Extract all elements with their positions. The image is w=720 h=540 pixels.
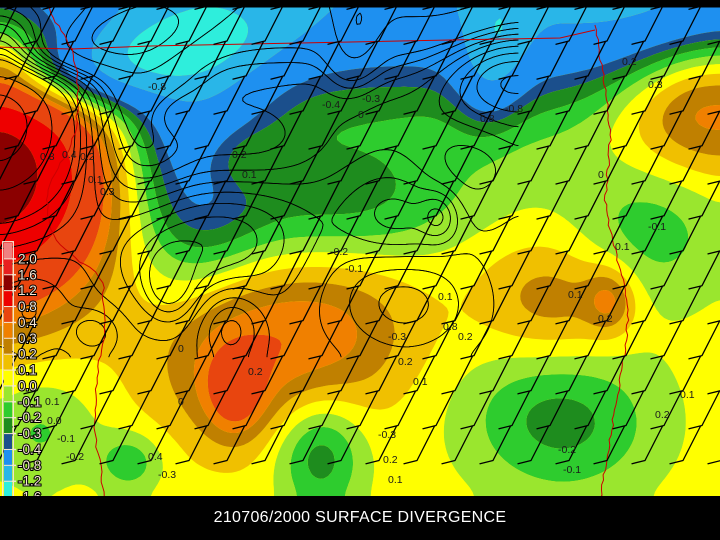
svg-text:-0.2: -0.2	[18, 410, 41, 425]
svg-text:-0.1: -0.1	[563, 464, 581, 476]
svg-text:0.1: 0.1	[680, 389, 695, 401]
svg-text:1.6: 1.6	[18, 267, 37, 282]
svg-text:-0.8: -0.8	[148, 81, 166, 93]
svg-text:1.2: 1.2	[18, 283, 37, 298]
svg-text:-0.1: -0.1	[345, 263, 363, 275]
svg-text:0.4: 0.4	[148, 451, 163, 463]
svg-text:-0.4: -0.4	[322, 99, 340, 111]
svg-text:-0.2: -0.2	[330, 246, 348, 258]
svg-text:0.3: 0.3	[648, 79, 663, 91]
svg-text:-0.3: -0.3	[158, 469, 176, 481]
svg-text:-0.1: -0.1	[648, 221, 666, 233]
svg-text:0.1: 0.1	[568, 289, 583, 301]
svg-text:0.2: 0.2	[383, 454, 398, 466]
svg-text:0.0: 0.0	[18, 378, 37, 393]
svg-text:-0.3: -0.3	[18, 426, 41, 441]
svg-text:0.1: 0.1	[88, 174, 103, 186]
svg-text:-0.1: -0.1	[57, 433, 75, 445]
svg-text:0.8: 0.8	[18, 299, 37, 314]
svg-text:-0.4: -0.4	[18, 442, 42, 457]
svg-text:0.1: 0.1	[18, 363, 37, 378]
svg-text:0.3: 0.3	[100, 186, 115, 198]
svg-text:0.1: 0.1	[413, 376, 428, 388]
svg-text:-1.2: -1.2	[18, 474, 41, 489]
svg-text:0.2: 0.2	[232, 149, 247, 161]
svg-text:-0.3: -0.3	[362, 93, 380, 105]
svg-text:2.0: 2.0	[18, 251, 37, 266]
svg-text:0.1: 0.1	[615, 241, 630, 253]
svg-text:0.3: 0.3	[18, 331, 37, 346]
svg-text:-0.3: -0.3	[388, 331, 406, 343]
svg-text:0.2: 0.2	[655, 409, 670, 421]
svg-text:0.2: 0.2	[80, 151, 95, 163]
svg-text:-0.2: -0.2	[558, 444, 576, 456]
svg-text:0.0: 0.0	[47, 415, 62, 427]
svg-text:0.4: 0.4	[18, 315, 37, 330]
svg-text:0.2: 0.2	[398, 356, 413, 368]
svg-text:-0.2: -0.2	[66, 451, 84, 463]
svg-text:0.2: 0.2	[598, 313, 613, 325]
svg-text:-0.8: -0.8	[505, 103, 523, 115]
svg-text:0.1: 0.1	[242, 169, 257, 181]
svg-text:0.1: 0.1	[438, 291, 453, 303]
svg-text:-0.3: -0.3	[378, 429, 396, 441]
svg-text:0.8: 0.8	[443, 321, 458, 333]
svg-text:-0.1: -0.1	[18, 394, 41, 409]
svg-text:0: 0	[598, 169, 604, 181]
svg-text:0.1: 0.1	[45, 396, 60, 408]
svg-text:0.2: 0.2	[458, 331, 473, 343]
svg-text:0.1: 0.1	[388, 474, 403, 486]
svg-text:0: 0	[178, 396, 184, 408]
svg-text:0.4: 0.4	[62, 149, 77, 161]
svg-text:-0.8: -0.8	[18, 458, 41, 473]
svg-text:0.8: 0.8	[40, 151, 55, 163]
svg-text:0: 0	[178, 343, 184, 355]
svg-text:0.2: 0.2	[622, 56, 637, 68]
svg-text:0.8: 0.8	[480, 113, 495, 125]
svg-text:0.2: 0.2	[18, 347, 37, 362]
svg-text:0: 0	[358, 109, 364, 121]
svg-text:0.2: 0.2	[248, 366, 263, 378]
